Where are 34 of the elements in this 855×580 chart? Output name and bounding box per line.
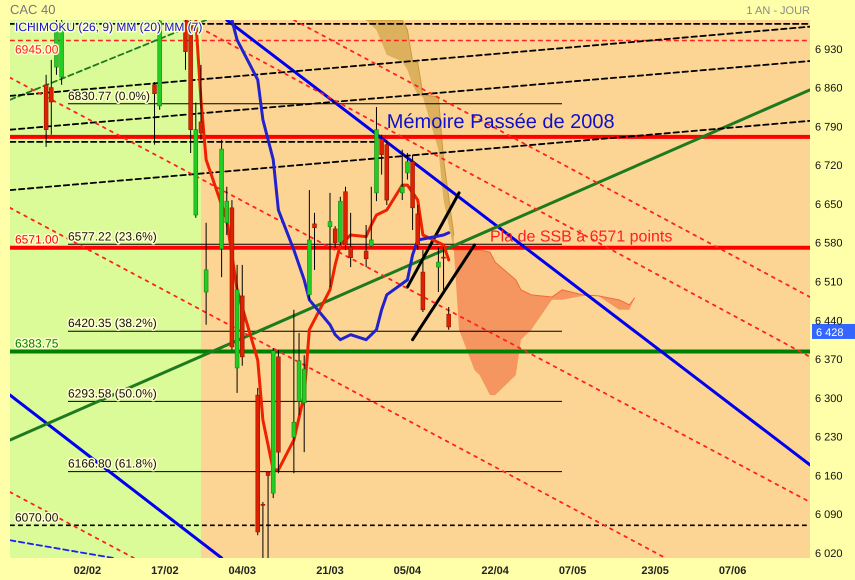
y-tick-label: 6 930 — [815, 44, 843, 56]
x-tick-label: 04/03 — [228, 565, 256, 577]
y-tick-label: 6 790 — [815, 121, 843, 134]
ref-line-label: 6293.58 (50.0%) — [68, 386, 157, 400]
x-tick-label: 07/06 — [718, 565, 746, 577]
chart-subtitle: 1 AN - JOUR — [746, 5, 810, 17]
y-tick-label: 6 370 — [815, 354, 843, 366]
y-tick-label: 6 720 — [815, 160, 843, 172]
ref-line-label: 6420.35 (38.2%) — [68, 316, 157, 330]
ref-line-label: 6070.00 — [15, 510, 59, 524]
y-tick-label: 6 580 — [815, 238, 843, 250]
ref-line-label: 6830.77 (0.0%) — [68, 88, 150, 103]
y-tick-label: 6 510 — [815, 276, 843, 289]
x-tick-label: 23/05 — [641, 565, 669, 577]
x-tick-label: 21/03 — [316, 565, 344, 577]
y-tick-label: 6 860 — [815, 82, 843, 95]
y-tick-label: 6 020 — [815, 548, 843, 560]
x-tick-label: 07/05 — [558, 565, 586, 577]
y-tick-label: 6 230 — [815, 432, 843, 444]
x-tick-label: 05/04 — [394, 565, 422, 577]
text: 6 428 — [816, 326, 844, 339]
x-tick-label: 02/02 — [74, 565, 102, 577]
x-tick-label: 17/02 — [151, 565, 179, 577]
y-tick-label: 6 090 — [815, 509, 843, 522]
x-tick-label: 22/04 — [481, 565, 510, 577]
ref-line-label: 6571.00 — [15, 232, 59, 247]
chart-title: CAC 40 — [10, 2, 56, 17]
ref-line-label: 6577.22 (23.6%) — [68, 229, 157, 244]
y-tick-label: 6 160 — [815, 470, 843, 482]
ref-line-label: 6383.75 — [15, 336, 59, 350]
annotation: Mémoire Passée de 2008 — [386, 110, 615, 133]
y-tick-label: 6 300 — [815, 392, 843, 405]
annotation: Pla de SSB à 6571 points — [490, 228, 672, 246]
y-tick-label: 6 650 — [815, 198, 843, 211]
